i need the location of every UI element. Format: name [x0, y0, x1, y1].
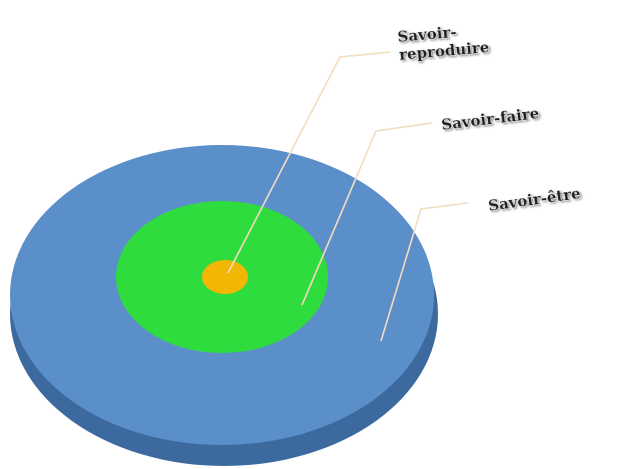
leader-line-savoir-reproduire	[227, 51, 391, 274]
label-savoir-etre: Savoir-être	[487, 184, 582, 215]
label-savoir-reproduire: Savoir- reproduire	[397, 20, 490, 64]
inner-disc	[202, 260, 248, 294]
leader-line-savoir-faire	[301, 122, 433, 306]
leader-line-savoir-etre	[380, 202, 469, 342]
label-savoir-reproduire-line-1: Savoir-	[397, 23, 457, 46]
label-savoir-reproduire-line-2: reproduire	[398, 38, 490, 64]
label-savoir-faire: Savoir-faire	[440, 104, 540, 134]
